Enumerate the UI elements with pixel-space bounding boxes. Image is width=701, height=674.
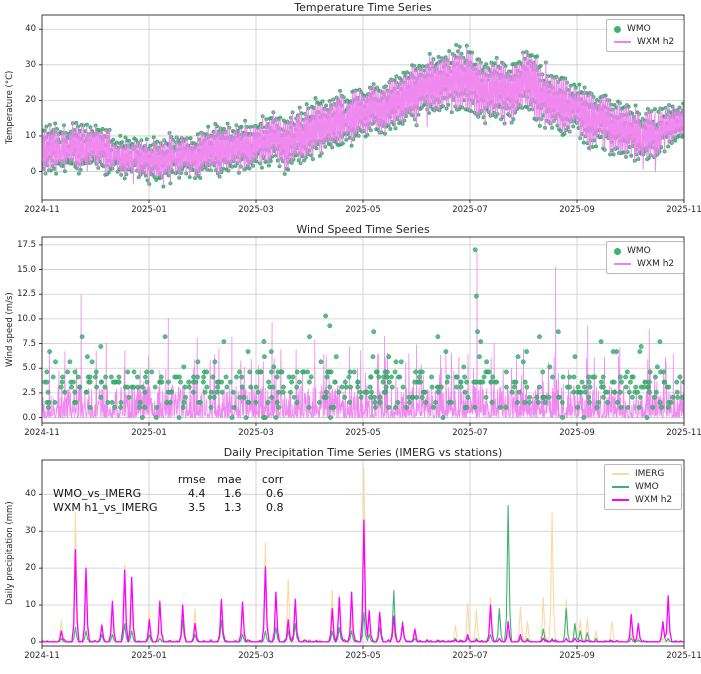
x-tick-label: 2025-09	[559, 651, 595, 661]
chart-title-precipitation: Daily Precipitation Time Series (IMERG v…	[223, 446, 503, 459]
wmo-marker-swatch	[614, 247, 621, 255]
wxm-h2-line-swatch	[612, 499, 629, 501]
stats-header-spacer	[53, 473, 161, 486]
legend-label-wxm-h2: WXM h2	[635, 495, 673, 505]
y-tick-label: 7.5	[22, 338, 36, 349]
x-tick-label: 2024-11	[24, 205, 60, 215]
x-tick-label: 2025-09	[559, 205, 595, 215]
chart-title-temperature: Temperature Time Series	[294, 1, 432, 14]
wxm-h2-line-swatch	[614, 41, 631, 43]
y-tick-label: 20	[25, 95, 36, 106]
x-tick-label: 2025-07	[452, 651, 488, 661]
x-tick-label: 2025-11	[666, 428, 701, 438]
y-tick-label: 10	[25, 600, 36, 611]
x-tick-label: 2025-01	[131, 205, 167, 215]
stats-wmo-mae: 1.6	[223, 487, 242, 500]
y-tick-label: 5.0	[22, 363, 36, 374]
stats-col-rmse: rmse	[177, 473, 206, 486]
y-tick-label: 40	[25, 489, 36, 500]
legend-label-wxm-h2: WXM h2	[637, 259, 675, 269]
x-tick-label: 2025-11	[666, 205, 701, 215]
legend-item-wmo: WMO	[614, 246, 674, 256]
stats-wmo-corr: 0.6	[265, 487, 284, 500]
x-tick-label: 2025-03	[238, 651, 274, 661]
y-tick-label: 0	[30, 166, 36, 177]
x-tick-label: 2025-07	[452, 428, 488, 438]
legend-item-wxm-h2: WXM h2	[614, 259, 674, 269]
legend-item-imerg: IMERG	[612, 469, 672, 479]
chart-title-wind: Wind Speed Time Series	[296, 223, 430, 236]
wmo-line-swatch	[612, 486, 629, 488]
y-axis-label-precipitation: Daily precipitation (mm)	[5, 501, 15, 605]
legend-label-imerg: IMERG	[635, 469, 665, 479]
y-tick-label: 10.0	[17, 313, 36, 324]
x-tick-label: 2025-03	[238, 205, 274, 215]
legend-temperature: WMO WXM h2	[606, 19, 685, 52]
x-tick-label: 2025-09	[559, 428, 595, 438]
x-tick-label: 2025-05	[345, 651, 381, 661]
x-tick-label: 2025-05	[345, 428, 381, 438]
y-tick-label: 2.5	[22, 387, 36, 398]
legend-label-wxm-h2: WXM h2	[637, 37, 675, 47]
legend-precipitation: IMERG WMO WXM h2	[604, 464, 683, 510]
y-tick-label: 20	[25, 563, 36, 574]
legend-item-wxm-h2: WXM h2	[614, 37, 674, 47]
x-tick-label: 2024-11	[24, 651, 60, 661]
stats-col-mae: mae	[217, 473, 242, 486]
wmo-marker-swatch	[614, 25, 621, 33]
y-tick-label: 10	[25, 130, 36, 141]
y-tick-label: 17.5	[17, 239, 36, 250]
x-tick-label: 2025-11	[666, 651, 701, 661]
y-tick-label: 12.5	[17, 289, 36, 300]
x-tick-label: 2025-07	[452, 205, 488, 215]
y-tick-label: 0.0	[22, 412, 36, 423]
legend-item-wxm-h2: WXM h2	[612, 495, 672, 505]
y-tick-label: 15.0	[17, 264, 36, 275]
legend-label-wmo: WMO	[627, 24, 651, 34]
x-tick-label: 2025-01	[131, 651, 167, 661]
y-tick-label: 0	[30, 636, 36, 647]
legend-label-wmo: WMO	[635, 482, 659, 492]
stats-wxm-corr: 0.8	[265, 501, 284, 514]
stats-wmo-rmse: 4.4	[187, 487, 206, 500]
stats-wxm-mae: 1.3	[223, 501, 242, 514]
legend-item-wmo: WMO	[612, 482, 672, 492]
x-tick-label: 2025-05	[345, 205, 381, 215]
stats-wxm-rmse: 3.5	[187, 501, 206, 514]
y-tick-label: 30	[25, 59, 36, 70]
imerg-line-swatch	[612, 473, 629, 475]
stats-row-label-wxm: WXM h1_vs_IMERG	[53, 501, 158, 514]
x-tick-label: 2024-11	[24, 428, 60, 438]
x-tick-label: 2025-01	[131, 428, 167, 438]
stats-row-label-wmo: WMO_vs_IMERG	[53, 487, 142, 500]
legend-label-wmo: WMO	[627, 246, 651, 256]
y-tick-label: 30	[25, 526, 36, 537]
x-tick-label: 2025-03	[238, 428, 274, 438]
legend-wind: WMO WXM h2	[606, 241, 685, 274]
y-tick-label: 40	[25, 24, 36, 35]
legend-item-wmo: WMO	[614, 24, 674, 34]
stats-col-corr: corr	[261, 473, 284, 486]
wxm-h2-line-swatch	[614, 263, 631, 265]
stats-table: rmse mae corr WMO_vs_IMERG 4.4 1.6 0.6 W…	[53, 473, 283, 514]
